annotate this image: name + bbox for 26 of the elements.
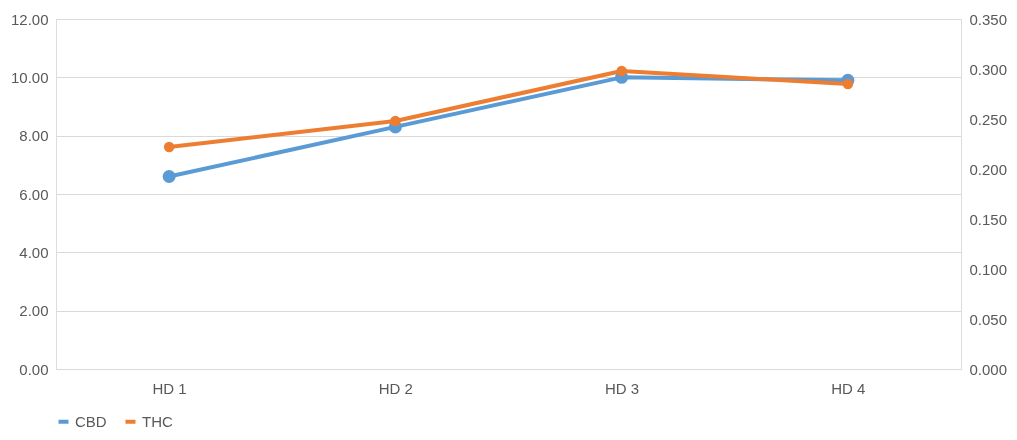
y-tick-label: 12.00 (10, 10, 49, 28)
y-tick-label: 4.00 (19, 243, 49, 261)
y2-tick-label: 0.150 (969, 210, 1008, 228)
x-tick-label: HD 1 (152, 379, 187, 397)
point (162, 169, 176, 184)
point (616, 65, 627, 77)
point (390, 115, 401, 127)
point (842, 78, 854, 90)
y2-tick-label: 0.300 (969, 60, 1008, 78)
x-tick-label: HD 2 (378, 379, 413, 397)
point (163, 141, 175, 153)
y-tick-label: 6.00 (19, 185, 49, 203)
y2-tick-label: 0.200 (969, 160, 1008, 178)
y2-tick-label: 0.250 (969, 110, 1008, 128)
legend-label: THC (142, 412, 173, 430)
y2-tick-label: 0.350 (969, 10, 1008, 28)
y-tick-label: 0.00 (19, 360, 49, 378)
x-tick-label: HD 3 (605, 379, 640, 397)
legend-label: CBD (75, 412, 107, 430)
y2-tick-label: 0.100 (969, 260, 1008, 278)
y-tick-label: 10.00 (10, 68, 49, 86)
y-tick-label: 2.00 (19, 302, 49, 320)
y2-tick-label: 0.000 (969, 360, 1008, 378)
x-tick-label: HD 4 (831, 379, 866, 397)
y2-tick-label: 0.050 (969, 310, 1008, 328)
y-tick-label: 8.00 (19, 127, 49, 145)
